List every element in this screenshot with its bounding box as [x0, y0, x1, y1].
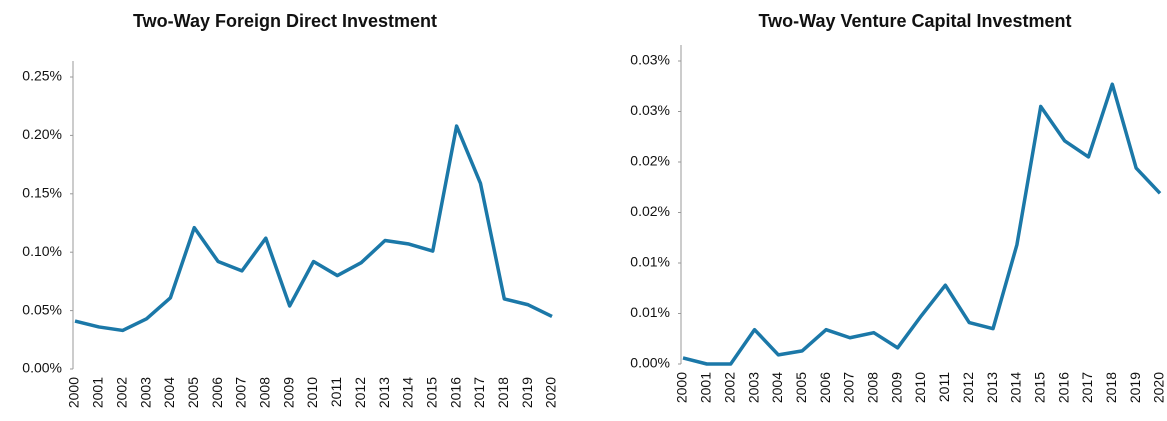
- x-tick-label: 2018: [1103, 372, 1119, 403]
- data-line: [74, 124, 553, 333]
- y-tick-label: 0.01%: [630, 254, 670, 270]
- x-tick-label: 2007: [841, 372, 857, 403]
- x-tick-label: 2000: [66, 377, 82, 408]
- y-tick-label: 0.20%: [22, 126, 62, 142]
- x-tick-label: 2020: [543, 377, 559, 408]
- y-tick-label: 0.05%: [22, 301, 62, 317]
- x-tick-label: 2008: [257, 377, 273, 408]
- x-tick-label: 2003: [745, 372, 761, 403]
- x-tick-label: 2017: [1079, 372, 1095, 403]
- x-tick-label: 2015: [423, 377, 439, 408]
- y-tick-label: 0.10%: [22, 243, 62, 259]
- x-tick-label: 2014: [400, 377, 416, 408]
- x-tick-label: 2001: [698, 372, 714, 403]
- x-tick-label: 2008: [865, 372, 881, 403]
- x-tick-label: 2010: [912, 372, 928, 403]
- y-tick-label: 0.03%: [630, 52, 670, 68]
- x-tick-label: 2017: [471, 377, 487, 408]
- x-tick-label: 2016: [1055, 372, 1071, 403]
- x-tick-label: 2006: [209, 377, 225, 408]
- x-tick-label: 2003: [137, 377, 153, 408]
- x-tick-label: 2011: [328, 377, 344, 407]
- chart-title: Two-Way Venture Capital Investment: [758, 11, 1071, 31]
- chart-title: Two-Way Foreign Direct Investment: [133, 11, 437, 31]
- x-tick-label: 2015: [1031, 372, 1047, 403]
- data-line: [682, 82, 1162, 366]
- x-tick-label: 2009: [280, 377, 296, 408]
- x-tick-label: 2012: [960, 372, 976, 403]
- x-tick-label: 2019: [519, 377, 535, 408]
- x-tick-label: 2018: [495, 377, 511, 408]
- x-tick-label: 2001: [90, 377, 106, 408]
- x-tick-label: 2016: [447, 377, 463, 408]
- x-tick-label: 2004: [769, 372, 785, 403]
- x-tick-label: 2004: [161, 377, 177, 408]
- y-tick-label: 0.15%: [22, 185, 62, 201]
- x-tick-label: 2005: [185, 377, 201, 408]
- x-tick-label: 2002: [721, 372, 737, 403]
- x-tick-label: 2010: [304, 377, 320, 408]
- x-tick-label: 2006: [817, 372, 833, 403]
- x-tick-label: 2012: [352, 377, 368, 408]
- x-tick-label: 2014: [1008, 372, 1024, 403]
- x-tick-label: 2009: [888, 372, 904, 403]
- x-tick-label: 2013: [984, 372, 1000, 403]
- x-tick-label: 2011: [936, 372, 952, 402]
- x-tick-label: 2000: [674, 372, 690, 403]
- x-tick-label: 2019: [1127, 372, 1143, 403]
- x-tick-label: 2013: [376, 377, 392, 408]
- y-tick-label: 0.02%: [630, 203, 670, 219]
- y-tick-label: 0.02%: [630, 153, 670, 169]
- x-tick-label: 2007: [233, 377, 249, 408]
- x-tick-label: 2005: [793, 372, 809, 403]
- y-tick-label: 0.25%: [22, 68, 62, 84]
- x-tick-label: 2020: [1151, 372, 1167, 403]
- y-tick-label: 0.00%: [630, 355, 670, 371]
- x-tick-label: 2002: [113, 377, 129, 408]
- y-tick-label: 0.03%: [630, 102, 670, 118]
- y-tick-label: 0.01%: [630, 304, 670, 320]
- y-tick-label: 0.00%: [22, 360, 62, 376]
